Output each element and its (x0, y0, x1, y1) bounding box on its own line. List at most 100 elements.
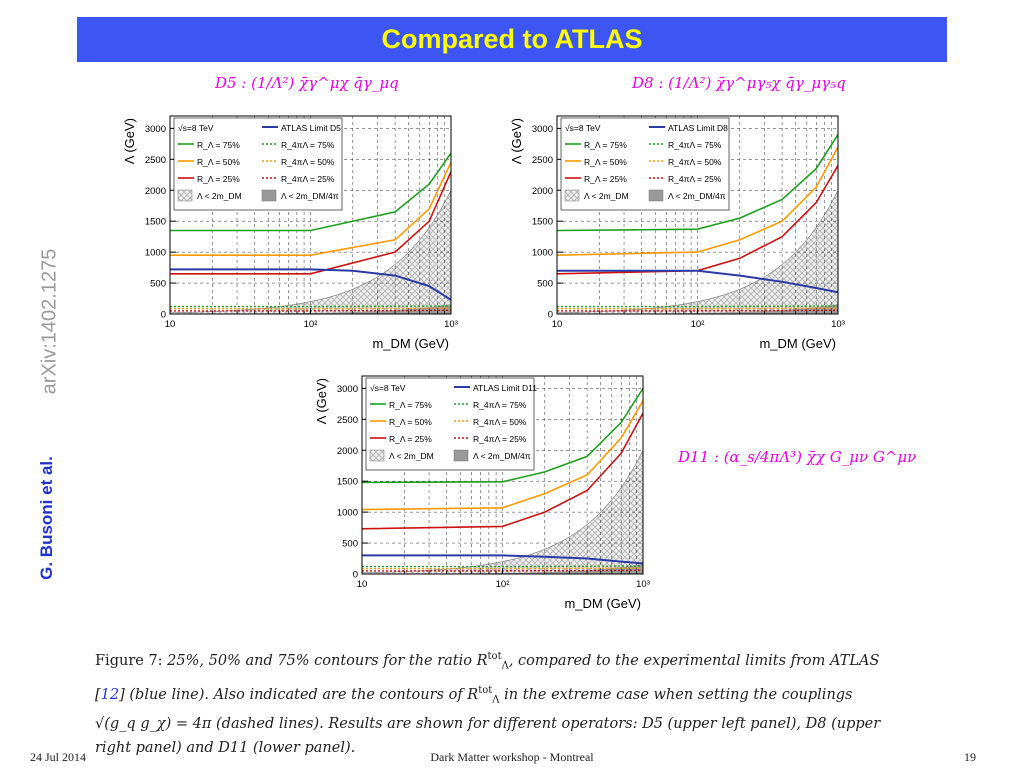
region-lambda-lt-2m-4pi (170, 304, 451, 314)
y-tick-label: 2000 (532, 186, 553, 197)
series-line (557, 269, 838, 294)
legend-label: Λ < 2m_DM (584, 191, 629, 201)
legend-label: Λ < 2m_DM (197, 191, 242, 201)
series-line (362, 565, 643, 568)
footer-date: 24 Jul 2014 (30, 750, 87, 764)
x-tick-label: 10² (304, 319, 318, 330)
y-axis-label: Λ (GeV) (122, 118, 137, 164)
legend-box (365, 377, 535, 471)
footer-page: 19 (964, 750, 976, 764)
caption-text-a: 25%, 50% and 75% contours for the ratio … (167, 652, 488, 669)
chart-d11: 0 500 1000 1500 2000 2500 3000 10 10² 10³ m_DM (Ge… (314, 375, 650, 611)
caption-text-c: ] (blue line). Also indicated are the co… (119, 686, 479, 703)
legend-label: R_Λ = 50% (389, 417, 432, 427)
legend-label: Λ < 2m_DM/4π (473, 451, 531, 461)
legend-label: R_Λ = 75% (389, 400, 432, 410)
x-tick-label: 10 (357, 579, 368, 590)
caption-sym1-sub: Λ (501, 660, 509, 672)
x-tick-label: 10 (552, 319, 563, 330)
legend-label: R_Λ = 50% (584, 157, 627, 167)
title-bar: Compared to ATLAS (77, 17, 947, 62)
x-tick-label: 10³ (831, 319, 845, 330)
caption-text-d: in the extreme case when setting the cou… (95, 686, 881, 757)
series-line (362, 400, 643, 511)
y-tick-label: 0 (548, 310, 553, 321)
y-tick-label: 1500 (532, 217, 553, 228)
legend-label: R_4πΛ = 25% (668, 174, 722, 184)
series-line (362, 554, 643, 565)
legend-label: R_Λ = 75% (197, 140, 240, 150)
x-tick-label: 10² (691, 319, 705, 330)
x-tick-label: 10³ (636, 579, 650, 590)
legend-label: R_4πΛ = 25% (281, 174, 335, 184)
slide-title: Compared to ATLAS (381, 24, 643, 54)
legend-label: Λ < 2m_DM/4π (281, 191, 339, 201)
legend-label: R_Λ = 75% (584, 140, 627, 150)
x-axis-label: m_DM (GeV) (372, 336, 449, 351)
legend-label: R_4πΛ = 75% (281, 140, 335, 150)
authors-label: G. Busoni et al. (37, 456, 56, 580)
formula-d11: D11 : (α_s/4πΛ³) χ̄χ G_μν G^μν (678, 448, 917, 466)
legend-swatch-solid (453, 449, 469, 462)
y-tick-label: 2000 (145, 186, 166, 197)
series-line (362, 387, 643, 484)
y-tick-label: 500 (150, 279, 166, 290)
caption-sym1-sup: tot (487, 651, 502, 662)
footer-center: Dark Matter workshop - Montreal (430, 750, 594, 764)
legend-swatch-hatch (369, 449, 385, 462)
formula-d8: D8 : (1/Λ²) χ̄γ^μγ₅χ q̄γ_μγ₅q (632, 74, 846, 92)
y-tick-label: 1000 (337, 508, 358, 519)
chart-d5: 0 500 1000 1500 2000 2500 3000 10 10² 10³ m_DM (Ge… (122, 115, 458, 351)
legend-swatch-hatch (177, 189, 193, 202)
series-line (170, 305, 451, 308)
legend-label: R_Λ = 50% (197, 157, 240, 167)
legend-label: R_Λ = 25% (389, 434, 432, 444)
legend-label: R_Λ = 25% (197, 174, 240, 184)
chart-d8: 0 500 1000 1500 2000 2500 3000 10 10² 10³ m_DM (Ge… (509, 115, 845, 351)
x-axis-label: m_DM (GeV) (759, 336, 836, 351)
legend-label: R_4πΛ = 50% (668, 157, 722, 167)
figure-caption: Figure 7: 25%, 50% and 75% contours for … (95, 645, 885, 760)
series-line (170, 162, 451, 256)
y-tick-label: 3000 (337, 384, 358, 395)
series-line (170, 268, 451, 301)
formula-d5: D5 : (1/Λ²) χ̄γ^μχ q̄γ_μq (215, 74, 399, 92)
series-line (170, 171, 451, 275)
caption-sym2-sup: tot (478, 684, 493, 696)
y-tick-label: 3000 (532, 124, 553, 135)
legend-label: R_4πΛ = 75% (473, 400, 527, 410)
series-line (557, 305, 838, 308)
y-tick-label: 500 (342, 539, 358, 550)
legend-box (173, 117, 343, 211)
y-tick-label: 1500 (337, 477, 358, 488)
series-line (362, 412, 643, 530)
legend-box (560, 117, 730, 211)
y-tick-label: 1500 (145, 217, 166, 228)
series-line (557, 146, 838, 256)
caption-sym2-sub: Λ (492, 694, 500, 706)
legend-label: Λ < 2m_DM (389, 451, 434, 461)
legend-label: R_4πΛ = 25% (473, 434, 527, 444)
legend-label: ATLAS Limit D8 (668, 123, 728, 133)
x-tick-label: 10² (496, 579, 510, 590)
legend-label: R_4πΛ = 75% (668, 140, 722, 150)
legend-label: R_4πΛ = 50% (281, 157, 335, 167)
y-tick-label: 500 (537, 279, 553, 290)
legend-label: R_4πΛ = 50% (473, 417, 527, 427)
region-lambda-lt-2m-4pi (362, 564, 643, 574)
y-tick-label: 2500 (532, 155, 553, 166)
region-lambda-lt-2m-4pi (557, 304, 838, 314)
series-line (170, 152, 451, 232)
series-line (557, 134, 838, 232)
legend-label: Λ < 2m_DM/4π (668, 191, 726, 201)
y-tick-label: 1000 (145, 248, 166, 259)
caption-ref[interactable]: 12 (100, 686, 120, 703)
y-axis-label: Λ (GeV) (314, 378, 329, 424)
legend-label: √s=8 TeV (370, 383, 406, 393)
x-tick-label: 10³ (444, 319, 458, 330)
legend-label: ATLAS Limit D11 (473, 383, 537, 393)
legend-swatch-solid (648, 189, 664, 202)
x-axis-label: m_DM (GeV) (564, 596, 641, 611)
x-tick-label: 10 (165, 319, 176, 330)
y-tick-label: 1000 (532, 248, 553, 259)
